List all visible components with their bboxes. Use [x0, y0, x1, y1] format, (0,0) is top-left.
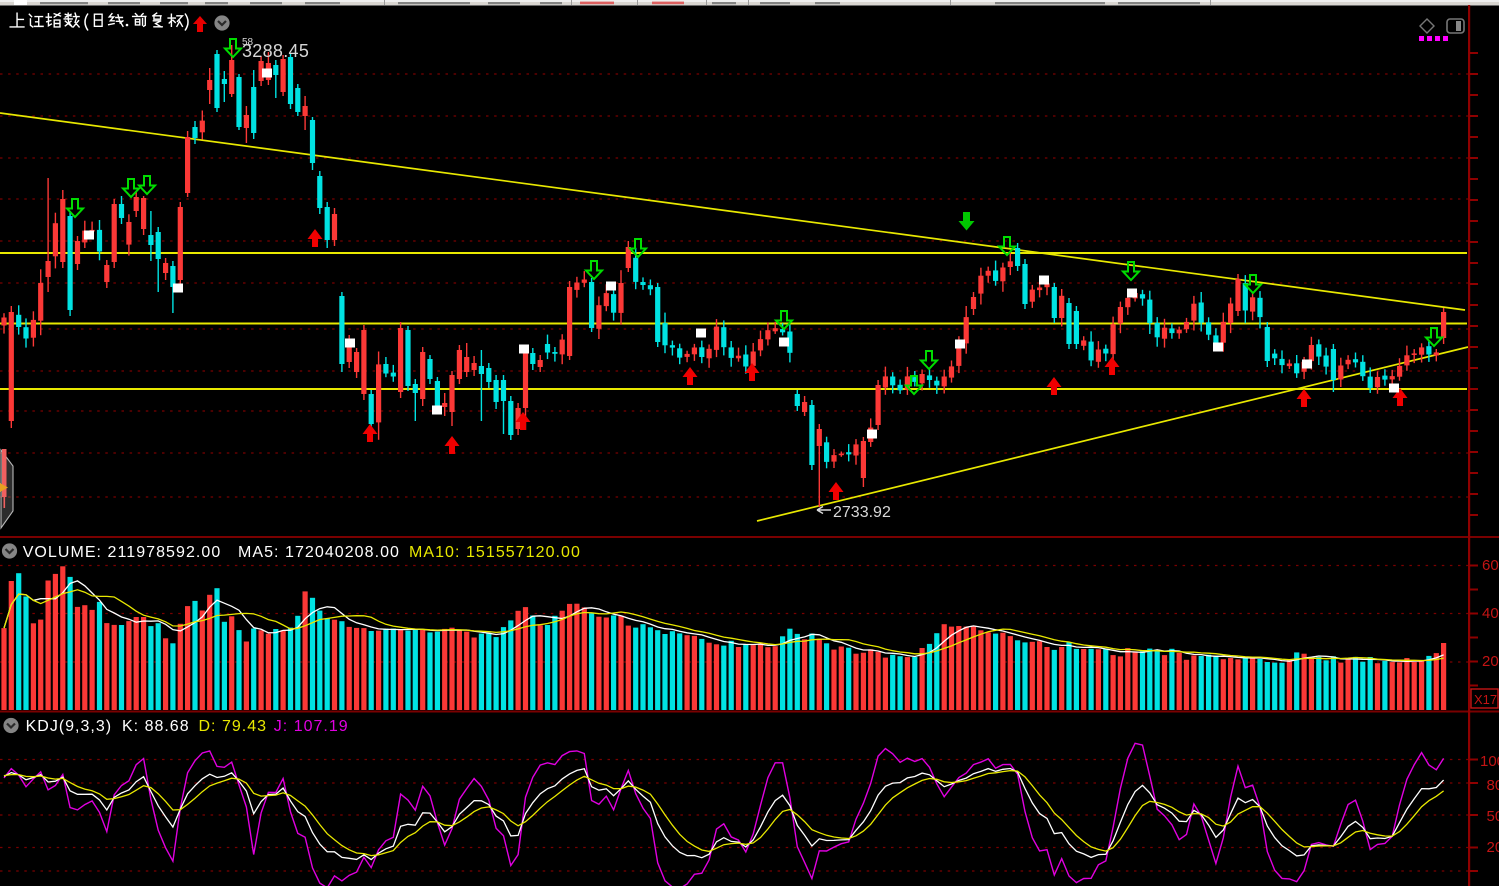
svg-text:20: 20 [1487, 839, 1499, 856]
svg-text:80: 80 [1487, 777, 1499, 794]
svg-text:VOLUME: 211978592.00: VOLUME: 211978592.00 [23, 544, 222, 561]
svg-text:X17: X17 [1474, 692, 1497, 707]
svg-text:600: 600 [1482, 557, 1499, 574]
svg-text:D: 79.43: D: 79.43 [199, 718, 267, 735]
svg-text:3288.45: 3288.45 [242, 41, 309, 61]
svg-text:50: 50 [1487, 808, 1499, 825]
svg-text:200: 200 [1482, 653, 1499, 670]
svg-text:100: 100 [1480, 753, 1499, 770]
svg-text:MA5: 172040208.00: MA5: 172040208.00 [238, 544, 400, 561]
svg-text:58: 58 [242, 37, 254, 48]
svg-text:KDJ(9,3,3): KDJ(9,3,3) [26, 718, 112, 735]
svg-text:J: 107.19: J: 107.19 [274, 718, 349, 735]
svg-text:MA10: 151557120.00: MA10: 151557120.00 [409, 544, 581, 561]
svg-text:400: 400 [1482, 605, 1499, 622]
svg-text:K: 88.68: K: 88.68 [122, 718, 190, 735]
svg-text:2733.92: 2733.92 [833, 504, 891, 521]
